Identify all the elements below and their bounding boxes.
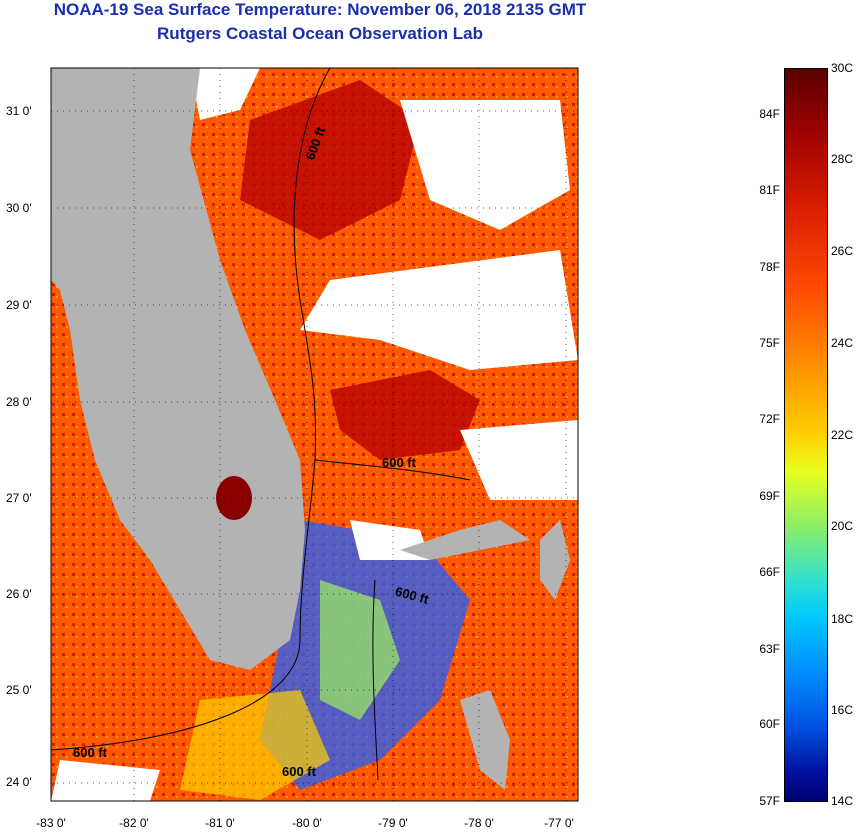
colorbar-celsius-label: 24C bbox=[831, 336, 854, 350]
colorbar-fahrenheit-label: 72F bbox=[759, 412, 780, 426]
lon-label: -83 0' bbox=[36, 816, 66, 830]
isobath-line bbox=[372, 579, 379, 781]
bahamas-land bbox=[540, 520, 570, 600]
florida-land bbox=[51, 68, 305, 670]
cloud-patch bbox=[460, 420, 578, 500]
cloud-patch bbox=[400, 100, 570, 230]
lat-label: 25 0' bbox=[6, 683, 32, 697]
colorbar-fahrenheit-label: 81F bbox=[759, 183, 780, 197]
lat-label: 27 0' bbox=[6, 491, 32, 505]
isobath-label: 600 ft bbox=[382, 455, 417, 470]
lat-label: 28 0' bbox=[6, 395, 32, 409]
colorbar-celsius-label: 14C bbox=[831, 794, 854, 808]
cloud-patch bbox=[190, 68, 260, 120]
mid-temp-patch bbox=[320, 580, 400, 720]
lon-label: -79 0' bbox=[378, 816, 408, 830]
lon-label: -82 0' bbox=[119, 816, 149, 830]
lon-label: -77 0' bbox=[544, 816, 574, 830]
temperature-colorbar bbox=[784, 68, 828, 802]
lake-okeechobee bbox=[216, 476, 252, 520]
lat-label: 26 0' bbox=[6, 587, 32, 601]
colorbar-celsius-label: 18C bbox=[831, 612, 854, 626]
lat-label: 30 0' bbox=[6, 201, 32, 215]
isobath-label: 600 ft bbox=[282, 764, 317, 779]
bahamas-land bbox=[400, 520, 530, 560]
map-frame bbox=[50, 67, 579, 802]
cloud-patch bbox=[300, 250, 578, 370]
colorbar-fahrenheit-label: 84F bbox=[759, 107, 780, 121]
colorbar-fahrenheit-label: 78F bbox=[759, 260, 780, 274]
colorbar-fahrenheit-label: 57F bbox=[759, 794, 780, 808]
isobath-line bbox=[314, 459, 471, 481]
lon-label: -80 0' bbox=[292, 816, 322, 830]
colorbar-fahrenheit-label: 66F bbox=[759, 565, 780, 579]
colorbar-fahrenheit-label: 60F bbox=[759, 717, 780, 731]
warm-core-north bbox=[240, 80, 420, 240]
colorbar-celsius-label: 26C bbox=[831, 244, 854, 258]
colorbar-fahrenheit-label: 69F bbox=[759, 489, 780, 503]
colorbar-fahrenheit-label: 75F bbox=[759, 336, 780, 350]
isobath-label: 600 ft bbox=[73, 745, 108, 760]
andros-island bbox=[460, 690, 510, 790]
colorbar-celsius-label: 16C bbox=[831, 703, 854, 717]
colorbar-celsius-label: 22C bbox=[831, 428, 854, 442]
lat-label: 31 0' bbox=[6, 104, 32, 118]
lat-label: 24 0' bbox=[6, 775, 32, 789]
isobath-line bbox=[51, 68, 331, 751]
map-subtitle: Rutgers Coastal Ocean Observation Lab bbox=[157, 24, 483, 43]
lat-label: 29 0' bbox=[6, 298, 32, 312]
keys-warm-patch bbox=[180, 690, 330, 800]
warm-core-central bbox=[330, 370, 480, 460]
colorbar-celsius-label: 30C bbox=[831, 61, 854, 75]
cloud-patch bbox=[51, 760, 160, 801]
lon-label: -78 0' bbox=[464, 816, 494, 830]
lon-label: -81 0' bbox=[205, 816, 235, 830]
map-title: NOAA-19 Sea Surface Temperature: Novembe… bbox=[53, 0, 587, 19]
colorbar-celsius-label: 28C bbox=[831, 152, 854, 166]
colorbar-fahrenheit-label: 63F bbox=[759, 642, 780, 656]
colorbar-celsius-label: 20C bbox=[831, 519, 854, 533]
